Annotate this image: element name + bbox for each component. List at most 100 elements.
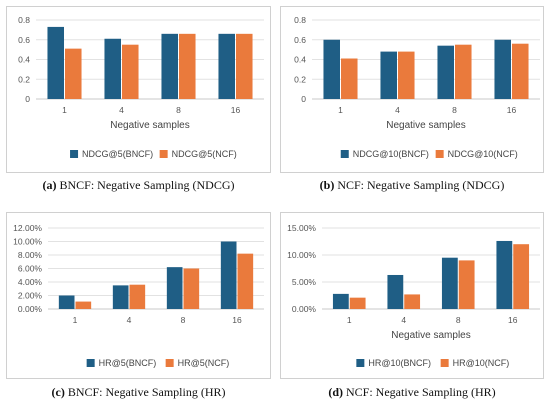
x-tick-label-b: 8 (452, 105, 457, 115)
caption-d: (d) NCF: Negative Sampling (HR) (280, 385, 544, 400)
bar-d-ncf (349, 297, 366, 309)
y-tick-label-b: 0.6 (294, 35, 306, 45)
bar-c-bncf (166, 267, 183, 309)
bar-b-ncf (455, 44, 472, 99)
x-tick-label-c: 1 (73, 315, 78, 325)
bar-a-ncf (236, 33, 253, 100)
legend-swatch-d-ncf (440, 359, 449, 367)
x-tick-label-c: 8 (181, 315, 186, 325)
bar-a-bncf (47, 26, 64, 100)
y-tick-label-a: 0.6 (18, 35, 30, 45)
bar-a-bncf (218, 33, 235, 100)
bar-d-ncf (513, 244, 530, 309)
y-tick-label-b: 0 (301, 94, 306, 104)
x-tick-label-d: 16 (508, 315, 518, 325)
bar-b-bncf (437, 45, 454, 99)
x-tick-label-d: 1 (347, 315, 352, 325)
caption-b: (b) NCF: Negative Sampling (NDCG) (280, 178, 544, 193)
y-tick-label-d: 0.00% (292, 304, 317, 314)
y-tick-label-a: 0.4 (18, 55, 30, 65)
y-tick-label-c: 2.00% (18, 291, 43, 301)
bar-d-ncf (404, 294, 421, 309)
caption-c-letter: (c) (51, 385, 65, 399)
y-tick-label-c: 12.00% (13, 223, 42, 233)
legend-label-c-bncf: HR@5(BNCF) (99, 358, 157, 368)
x-tick-label-b: 4 (395, 105, 400, 115)
y-tick-label-a: 0.8 (18, 15, 30, 25)
x-axis-title-a: Negative samples (110, 120, 189, 131)
bar-a-ncf (122, 44, 139, 99)
legend-swatch-b-bncf (340, 150, 349, 158)
legend-label-d-ncf: HR@10(NCF) (453, 358, 510, 368)
legend-swatch-b-ncf (435, 150, 444, 158)
y-tick-label-c: 0.00% (18, 304, 43, 314)
y-tick-label-a: 0.2 (18, 74, 30, 84)
bar-c-bncf (112, 285, 129, 309)
y-tick-label-d: 10.00% (287, 250, 316, 260)
bar-b-ncf (512, 43, 529, 99)
legend-label-b-bncf: NDCG@10(BNCF) (353, 149, 429, 159)
caption-a-text: BNCF: Negative Sampling (NDCG) (59, 178, 235, 192)
x-tick-label-a: 16 (231, 105, 241, 115)
bar-b-ncf (341, 58, 358, 99)
legend-swatch-c-ncf (165, 359, 174, 367)
x-tick-label-a: 1 (62, 105, 67, 115)
legend-label-a-ncf: NDCG@5(NCF) (172, 149, 237, 159)
bar-d-bncf (387, 274, 404, 309)
y-tick-label-c: 10.00% (13, 237, 42, 247)
caption-a-letter: (a) (42, 178, 57, 192)
bar-b-ncf (398, 51, 415, 99)
legend-label-d-bncf: HR@10(BNCF) (368, 358, 431, 368)
caption-d-letter: (d) (328, 385, 343, 399)
bar-c-ncf (129, 284, 146, 309)
x-tick-label-b: 1 (338, 105, 343, 115)
x-tick-label-a: 8 (176, 105, 181, 115)
x-axis-title-d: Negative samples (391, 330, 470, 341)
caption-b-text: NCF: Negative Sampling (NDCG) (337, 178, 505, 192)
x-tick-label-c: 16 (232, 315, 242, 325)
bar-a-ncf (179, 33, 196, 100)
legend-swatch-c-bncf (86, 359, 95, 367)
bar-a-ncf (65, 48, 82, 99)
x-tick-label-d: 8 (456, 315, 461, 325)
caption-b-letter: (b) (319, 178, 335, 192)
legend-label-b-ncf: NDCG@10(NCF) (448, 149, 518, 159)
x-tick-label-a: 4 (119, 105, 124, 115)
bar-b-bncf (323, 39, 340, 99)
legend-label-a-bncf: NDCG@5(BNCF) (82, 149, 153, 159)
legend-swatch-d-bncf (356, 359, 365, 367)
y-tick-label-d: 15.00% (287, 223, 316, 233)
y-tick-label-c: 6.00% (18, 264, 43, 274)
bar-c-ncf (237, 253, 254, 309)
bar-b-bncf (380, 51, 397, 99)
bar-d-bncf (496, 240, 513, 309)
x-axis-title-b: Negative samples (386, 120, 465, 131)
bar-c-bncf (58, 295, 75, 309)
x-tick-label-b: 16 (507, 105, 517, 115)
bar-a-bncf (104, 38, 121, 99)
y-tick-label-a: 0 (25, 94, 30, 104)
y-tick-label-d: 5.00% (292, 277, 317, 287)
bar-c-ncf (75, 301, 92, 309)
x-tick-label-c: 4 (127, 315, 132, 325)
bar-a-bncf (161, 33, 178, 100)
y-tick-label-b: 0.2 (294, 74, 306, 84)
bar-d-bncf (332, 293, 349, 309)
caption-d-text: NCF: Negative Sampling (HR) (346, 385, 496, 399)
bar-c-bncf (220, 241, 237, 309)
x-tick-label-d: 4 (401, 315, 406, 325)
bar-b-bncf (494, 39, 511, 99)
bar-c-ncf (183, 268, 200, 309)
y-tick-label-b: 0.8 (294, 15, 306, 25)
bar-d-ncf (458, 260, 475, 309)
y-tick-label-c: 4.00% (18, 277, 43, 287)
caption-a: (a) BNCF: Negative Sampling (NDCG) (6, 178, 271, 193)
legend-label-c-ncf: HR@5(NCF) (178, 358, 230, 368)
y-tick-label-b: 0.4 (294, 55, 306, 65)
bar-d-bncf (441, 257, 458, 309)
caption-c-text: BNCF: Negative Sampling (HR) (67, 385, 226, 399)
caption-c: (c) BNCF: Negative Sampling (HR) (6, 385, 271, 400)
y-tick-label-c: 8.00% (18, 250, 43, 260)
legend-swatch-a-bncf (70, 150, 79, 158)
